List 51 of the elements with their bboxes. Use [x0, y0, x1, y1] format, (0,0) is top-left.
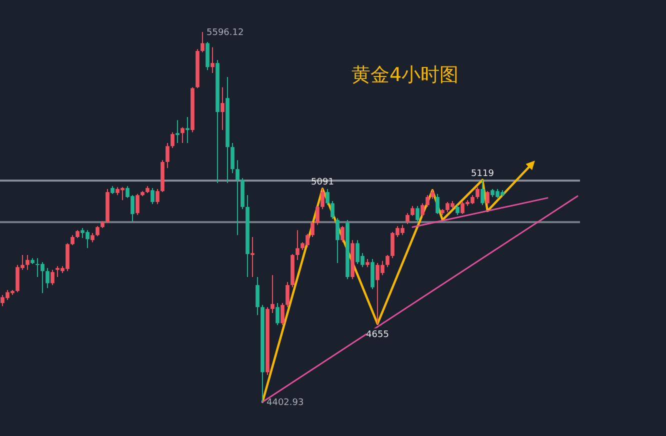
candlestick	[176, 120, 180, 144]
candlestick	[286, 281, 290, 308]
candlestick	[250, 236, 254, 278]
candlestick	[420, 202, 424, 218]
candlestick	[136, 193, 140, 216]
candlestick	[150, 188, 154, 205]
text: 黄金4小时图	[351, 64, 459, 86]
candlestick	[236, 160, 240, 236]
candlestick	[220, 86, 224, 131]
candlestick	[326, 188, 330, 206]
candlestick	[340, 226, 344, 243]
candlestick	[296, 230, 300, 260]
annotation: 4402.93	[266, 398, 304, 408]
annotation: 5119	[471, 168, 494, 179]
annotation: 5596.12	[206, 28, 244, 38]
candlestick	[410, 206, 414, 216]
candlestick	[26, 254, 30, 270]
candlestick	[426, 194, 430, 208]
candlestick	[200, 32, 204, 53]
candlestick	[96, 226, 100, 237]
candlestick	[486, 190, 490, 206]
candlestick	[90, 232, 94, 243]
candlestick	[476, 186, 480, 200]
candlestick	[280, 302, 284, 326]
candlestick	[480, 179, 484, 206]
candlestick	[406, 212, 410, 224]
candlestick	[46, 268, 50, 289]
candlestick	[316, 206, 320, 226]
candlestick	[206, 41, 210, 71]
candlestick	[256, 276, 260, 316]
candlestick	[210, 46, 214, 74]
annotation: 4655	[366, 330, 389, 340]
candlestick	[310, 222, 314, 238]
candlestick	[70, 234, 74, 246]
candlestick	[156, 188, 160, 205]
candlestick	[436, 193, 440, 215]
candlestick	[166, 142, 170, 169]
candlestick	[50, 269, 54, 286]
candlestick	[276, 302, 280, 326]
candlestick	[456, 204, 460, 216]
candlestick	[330, 200, 334, 220]
candlestick	[180, 126, 184, 144]
candlestick	[336, 218, 340, 264]
candlestick	[270, 274, 274, 314]
candlestick	[416, 206, 420, 223]
candlestick	[186, 116, 190, 144]
candlestick	[230, 142, 234, 174]
candlestick	[386, 254, 390, 268]
annotation: 5091	[311, 178, 334, 188]
candlestick	[170, 132, 174, 149]
candlestick	[320, 188, 324, 210]
